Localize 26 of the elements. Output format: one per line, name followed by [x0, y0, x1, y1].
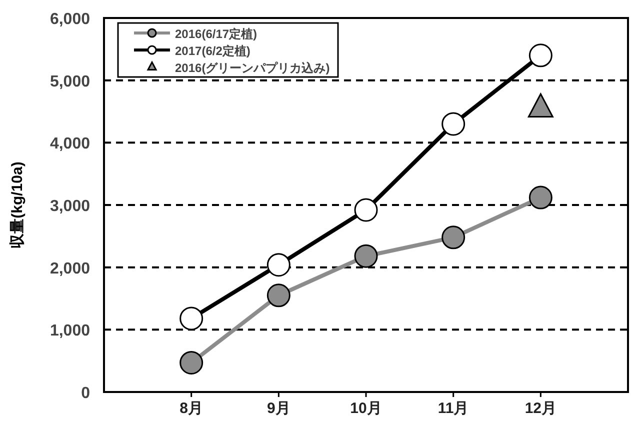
x-tick-label: 8月: [180, 400, 204, 417]
y-tick-label: 1,000: [50, 322, 90, 340]
y-tick-label: 6,000: [50, 11, 90, 28]
point: [528, 44, 552, 68]
point: [180, 306, 204, 330]
point: [442, 112, 466, 136]
point: [354, 244, 378, 268]
y-tick-label: 5,000: [50, 73, 90, 90]
x-tick-label: 10月: [350, 400, 382, 417]
point: [180, 350, 204, 374]
y-tick-label: 3,000: [50, 198, 90, 215]
x-tick-label: 11月: [438, 400, 469, 417]
y-tick-label: 2,000: [50, 260, 90, 278]
y-tick-label: 4,000: [50, 136, 90, 153]
legend-label: 2016(6/17定植): [175, 27, 258, 41]
point: [266, 284, 290, 308]
legend-label: 2016(グリーンパプリカ込み): [175, 61, 330, 75]
x-tick-label: 12月: [524, 400, 557, 417]
point: [528, 186, 552, 210]
legend-label: 2017(6/2定植): [175, 44, 250, 58]
point: [354, 198, 378, 222]
y-tick-label: 0: [81, 385, 90, 402]
point: [442, 226, 466, 250]
x-tick-label: 9月: [266, 400, 290, 417]
point: [266, 253, 290, 277]
y-axis-title: 収量(kg/10a): [9, 162, 26, 248]
